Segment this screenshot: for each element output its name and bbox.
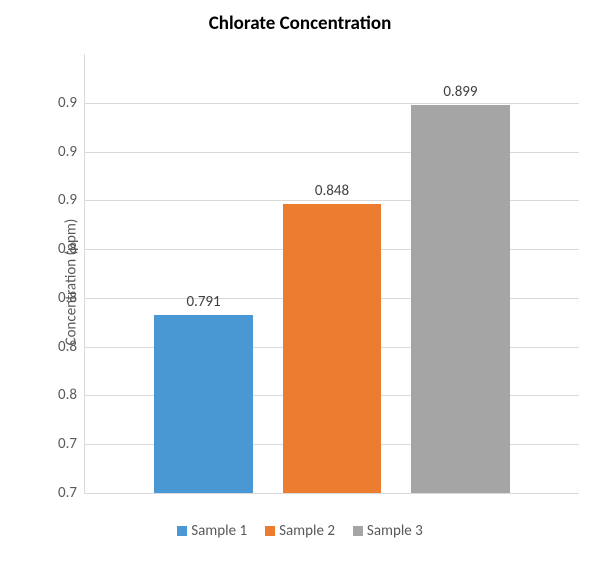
gridline	[85, 103, 579, 104]
bar-value-label: 0.899	[443, 83, 477, 105]
bar-3: 0.899	[411, 105, 510, 493]
plot-area: 0.70.70.80.80.80.80.90.90.90.7910.8480.8…	[84, 54, 579, 494]
chart-legend: Sample 1 Sample 2 Sample 3	[0, 522, 600, 540]
y-tick-label: 0.9	[58, 143, 85, 161]
chlorate-chart: Chlorate Concentration Concentration (pp…	[0, 0, 600, 563]
legend-item-1: Sample 1	[177, 522, 247, 540]
legend-swatch	[177, 526, 187, 536]
legend-label: Sample 1	[191, 522, 247, 540]
y-tick-label: 0.7	[58, 435, 85, 453]
y-tick-label: 0.8	[58, 240, 85, 258]
bar-2: 0.848	[283, 204, 382, 493]
legend-label: Sample 2	[279, 522, 335, 540]
legend-swatch	[265, 526, 275, 536]
legend-swatch	[353, 526, 363, 536]
chart-title: Chlorate Concentration	[0, 12, 600, 35]
y-tick-label: 0.9	[58, 191, 85, 209]
bar-value-label: 0.791	[186, 293, 220, 315]
y-tick-label: 0.7	[58, 484, 85, 502]
bar-value-label: 0.848	[315, 182, 349, 204]
y-tick-label: 0.8	[58, 338, 85, 356]
bar-1: 0.791	[154, 315, 253, 493]
y-tick-label: 0.8	[58, 386, 85, 404]
y-tick-label: 0.8	[58, 289, 85, 307]
y-axis-label: Concentration (ppm)	[62, 218, 80, 345]
legend-label: Sample 3	[367, 522, 423, 540]
legend-item-3: Sample 3	[353, 522, 423, 540]
legend-item-2: Sample 2	[265, 522, 335, 540]
y-tick-label: 0.9	[58, 94, 85, 112]
